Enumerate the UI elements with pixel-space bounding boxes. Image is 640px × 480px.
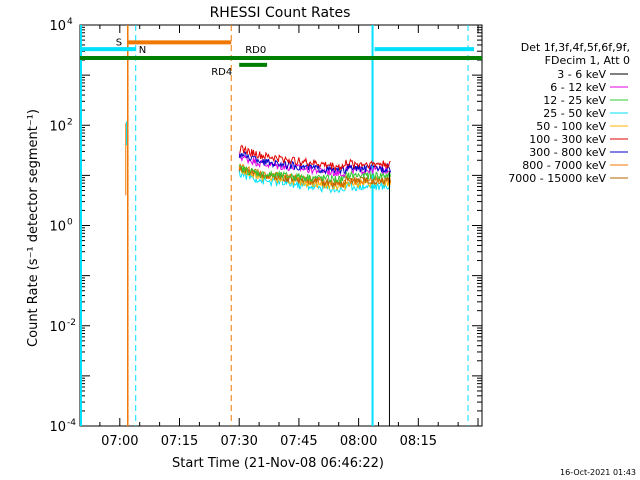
- legend-entry-label: 100 - 300 keV: [529, 133, 606, 146]
- plot-frame: [79, 24, 483, 427]
- x-tick-label: 08:15: [400, 434, 437, 449]
- legend-entry-label: 7000 - 15000 keV: [508, 172, 606, 185]
- legend: Det 1f,3f,4f,5f,6f,9f, FDecim 1, Att 0 3…: [508, 41, 630, 185]
- timestamp: 16-Oct-2021 01:43: [560, 468, 636, 477]
- series-line: [238, 151, 391, 175]
- y-tick-exponent: 2: [67, 117, 73, 127]
- chart-title: RHESSI Count Rates: [210, 5, 351, 21]
- y-tick-label: 10: [49, 320, 66, 335]
- legend-header-2: FDecim 1, Att 0: [545, 54, 630, 67]
- y-tick-label: 10: [49, 119, 66, 134]
- y-tick-exponent: -2: [67, 318, 76, 328]
- series-line: [239, 144, 391, 172]
- legend-entry-label: 3 - 6 keV: [557, 68, 606, 81]
- legend-entry-label: 25 - 50 keV: [543, 107, 606, 120]
- annotation-label: S: [116, 37, 122, 48]
- x-tick-label: 07:45: [280, 434, 317, 449]
- y-axis-label: Count Rate (s⁻¹ detector segment⁻¹): [26, 109, 41, 347]
- legend-entry-label: 300 - 800 keV: [529, 146, 606, 159]
- x-tick-label: 07:00: [101, 434, 138, 449]
- x-tick-label: 08:00: [340, 434, 377, 449]
- y-tick-label: 10: [49, 220, 66, 235]
- legend-entry-label: 50 - 100 keV: [536, 120, 606, 133]
- legend-header-1: Det 1f,3f,4f,5f,6f,9f,: [521, 41, 630, 54]
- plot-border: [79, 24, 483, 427]
- legend-entry-label: 12 - 25 keV: [543, 94, 606, 107]
- x-tick-label: 07:15: [161, 434, 198, 449]
- y-tick-exponent: 4: [67, 17, 73, 27]
- annotation-label: N: [139, 45, 146, 56]
- y-tick-label: 10: [49, 420, 66, 435]
- series-line: [238, 165, 391, 189]
- x-tick-label: 07:30: [220, 434, 257, 449]
- y-tick-exponent: 0: [67, 218, 73, 228]
- series-line: [238, 169, 391, 194]
- instrument-state-annotations: S N RD0 RD4: [80, 25, 482, 426]
- x-axis-ticks: 07:00 07:15 07:30 07:45 08:00 08:15: [79, 25, 479, 449]
- y-tick-exponent: -4: [67, 418, 76, 428]
- legend-entry-label: 6 - 12 keV: [550, 81, 606, 94]
- series-line: [238, 164, 391, 184]
- legend-entry-label: 800 - 7000 keV: [522, 159, 606, 172]
- x-axis-label: Start Time (21-Nov-08 06:46:22): [172, 456, 384, 471]
- annotation-label: RD4: [211, 67, 232, 78]
- y-tick-label: 10: [49, 19, 66, 34]
- series-layer: [125, 121, 391, 426]
- annotation-label: RD0: [245, 45, 266, 56]
